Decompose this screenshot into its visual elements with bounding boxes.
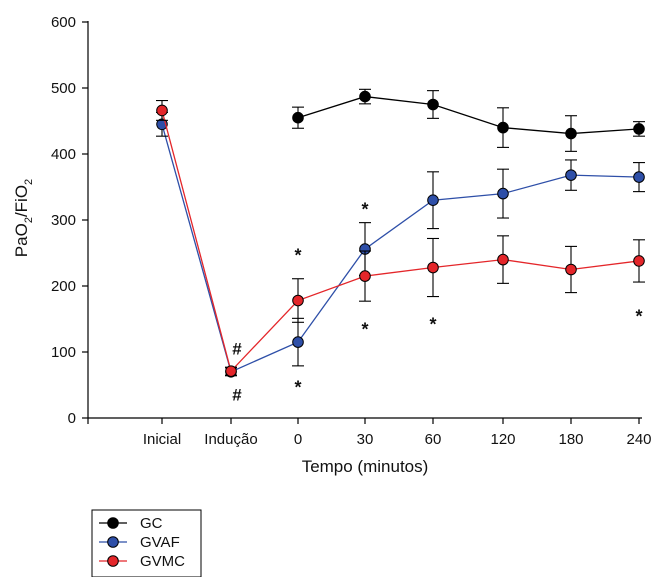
series-line [161, 110, 640, 373]
asterisk-marker: * [635, 306, 642, 326]
legend-item-gc: GC [99, 515, 163, 532]
series-layer [156, 88, 645, 378]
data-point [292, 111, 304, 124]
series-line [297, 95, 640, 135]
data-point [427, 261, 439, 274]
data-point [359, 90, 371, 103]
data-point [292, 294, 304, 307]
y-tick-label: 400 [51, 146, 76, 163]
y-tick-label: 500 [51, 80, 76, 97]
hash-marker: # [232, 339, 242, 358]
series-gvaf [156, 111, 645, 378]
x-tick-label: 180 [558, 431, 583, 448]
x-tick-label: 30 [357, 431, 374, 448]
x-tick-label: 240 [626, 431, 651, 448]
x-tick-label: 0 [294, 431, 302, 448]
asterisk-marker: * [361, 199, 368, 219]
asterisk-marker: * [294, 246, 301, 266]
y-tick-label: 200 [51, 278, 76, 295]
x-tick-label: Indução [204, 431, 257, 448]
data-point [225, 365, 237, 377]
data-point [359, 270, 371, 282]
legend-label-gc: GC [140, 515, 163, 532]
y-tick-label: 100 [51, 344, 76, 361]
x-tick-label: Inicial [143, 431, 181, 448]
legend-item-gvaf: GVAF [99, 534, 180, 551]
data-point [633, 123, 645, 135]
y-tick-label: 0 [68, 410, 76, 427]
y-axis-title: PaO2/FiO2 [12, 179, 35, 257]
data-point [633, 255, 645, 267]
asterisk-marker: * [294, 378, 301, 398]
data-point [497, 187, 509, 200]
series-line [161, 124, 640, 373]
data-point [565, 263, 577, 276]
series-gc [292, 88, 645, 152]
x-tick-label: 60 [425, 431, 442, 448]
y-tick-label: 600 [51, 14, 76, 31]
data-point [427, 194, 439, 206]
data-point [292, 336, 304, 348]
annotation-layer: # # * * * * * * [232, 199, 642, 404]
asterisk-marker: * [361, 320, 368, 340]
legend: GC GVAF GVMC [91, 509, 202, 577]
legend-item-gvmc: GVMC [99, 553, 185, 570]
y-tick-label: 300 [51, 212, 76, 229]
legend-label-gvmc: GVMC [140, 553, 185, 570]
asterisk-marker: * [429, 314, 436, 334]
hash-marker: # [232, 386, 242, 405]
series-gvmc [156, 99, 645, 377]
data-point [156, 104, 168, 117]
data-point [497, 253, 509, 266]
ticks: 0 100 200 300 400 500 600 Inicial Indução 0 30 60 12… [51, 14, 652, 448]
axes [87, 21, 642, 419]
data-point [565, 127, 577, 140]
data-point [497, 121, 509, 134]
data-point [427, 98, 439, 111]
legend-label-gvaf: GVAF [140, 534, 180, 551]
data-point [633, 171, 645, 183]
x-tick-label: 120 [490, 431, 515, 448]
x-axis-title: Tempo (minutos) [302, 457, 429, 476]
data-point [565, 169, 577, 181]
